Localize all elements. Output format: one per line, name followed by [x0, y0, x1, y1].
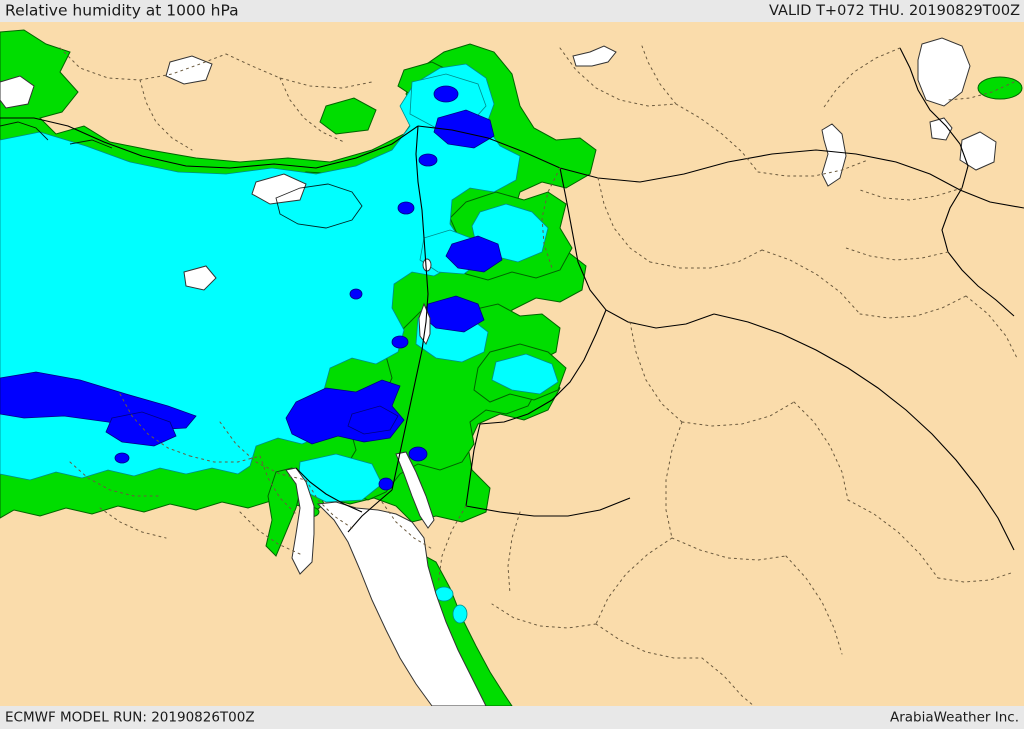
humidity-band-blue — [0, 85, 503, 491]
lake-urmia — [917, 37, 971, 107]
water-bodies — [0, 37, 997, 706]
cyan-patch-red-sea-b — [452, 604, 468, 624]
blue-core-east-med-b — [347, 405, 399, 435]
blue-dot-coast-a — [349, 288, 363, 300]
red-sea — [316, 501, 487, 706]
lake-north-b — [0, 75, 35, 109]
cyan-region-palmyra — [491, 353, 559, 395]
blue-dot-jordan-c — [378, 477, 394, 491]
lake-tharthar — [821, 123, 847, 187]
map-canvas[interactable] — [0, 22, 1024, 706]
model-run-label: ECMWF MODEL RUN: 20190826T00Z — [5, 708, 255, 725]
blue-core-syria — [445, 235, 503, 273]
coastline-detail — [0, 121, 363, 229]
blue-core-north-b — [433, 85, 459, 103]
lake-assad — [572, 45, 617, 67]
dead-sea — [418, 302, 431, 346]
sea-of-galilee — [422, 258, 432, 272]
blue-core-north-a — [433, 109, 495, 149]
country-borders — [0, 47, 1024, 551]
lake-coast-white — [251, 173, 307, 205]
lake-small-iran-b — [959, 131, 997, 171]
valid-time-label: VALID T+072 THU. 20190829T00Z — [769, 2, 1020, 19]
footer-bar: ECMWF MODEL RUN: 20190826T00Z ArabiaWeat… — [0, 706, 1024, 729]
lake-west-a — [183, 265, 217, 291]
blue-core-mid-left — [105, 411, 177, 447]
green-patch-north-a — [319, 97, 377, 135]
blue-dot-jordan-a — [391, 335, 409, 349]
admin-boundaries — [59, 45, 1019, 706]
page-title: Relative humidity at 1000 hPa — [5, 1, 239, 20]
brand-label: ArabiaWeather Inc. — [889, 708, 1019, 725]
lake-north-a — [165, 55, 213, 85]
gulf-of-suez — [285, 467, 315, 575]
blue-core-north-c — [418, 153, 438, 167]
weather-map-graphic[interactable] — [0, 22, 1024, 706]
green-patch-iran-lake — [977, 76, 1023, 100]
lake-small-iran — [929, 117, 953, 141]
header-bar: Relative humidity at 1000 hPa VALID T+07… — [0, 0, 1024, 22]
blue-dot-jordan-b — [408, 446, 428, 462]
blue-dot-a — [114, 452, 130, 464]
blue-core-north-d — [397, 201, 415, 215]
gulf-of-aqaba — [395, 451, 435, 529]
